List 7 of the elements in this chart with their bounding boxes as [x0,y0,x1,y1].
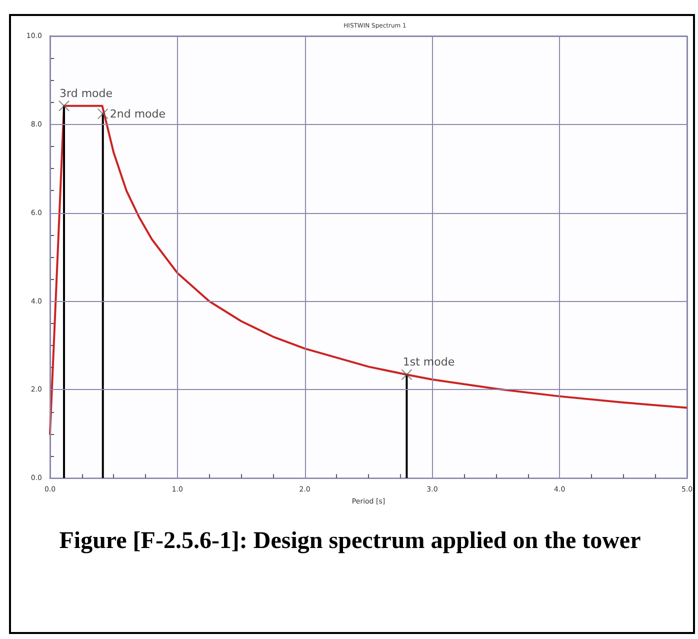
annotation: 3rd mode [60,86,113,100]
annotation: 2nd mode [110,107,166,120]
point [97,108,108,120]
point [401,369,412,380]
point [58,100,70,112]
text: Figure [F-2.5.6-1]: Design spectrum applied on the tower [58,527,642,556]
line-series [49,104,688,435]
